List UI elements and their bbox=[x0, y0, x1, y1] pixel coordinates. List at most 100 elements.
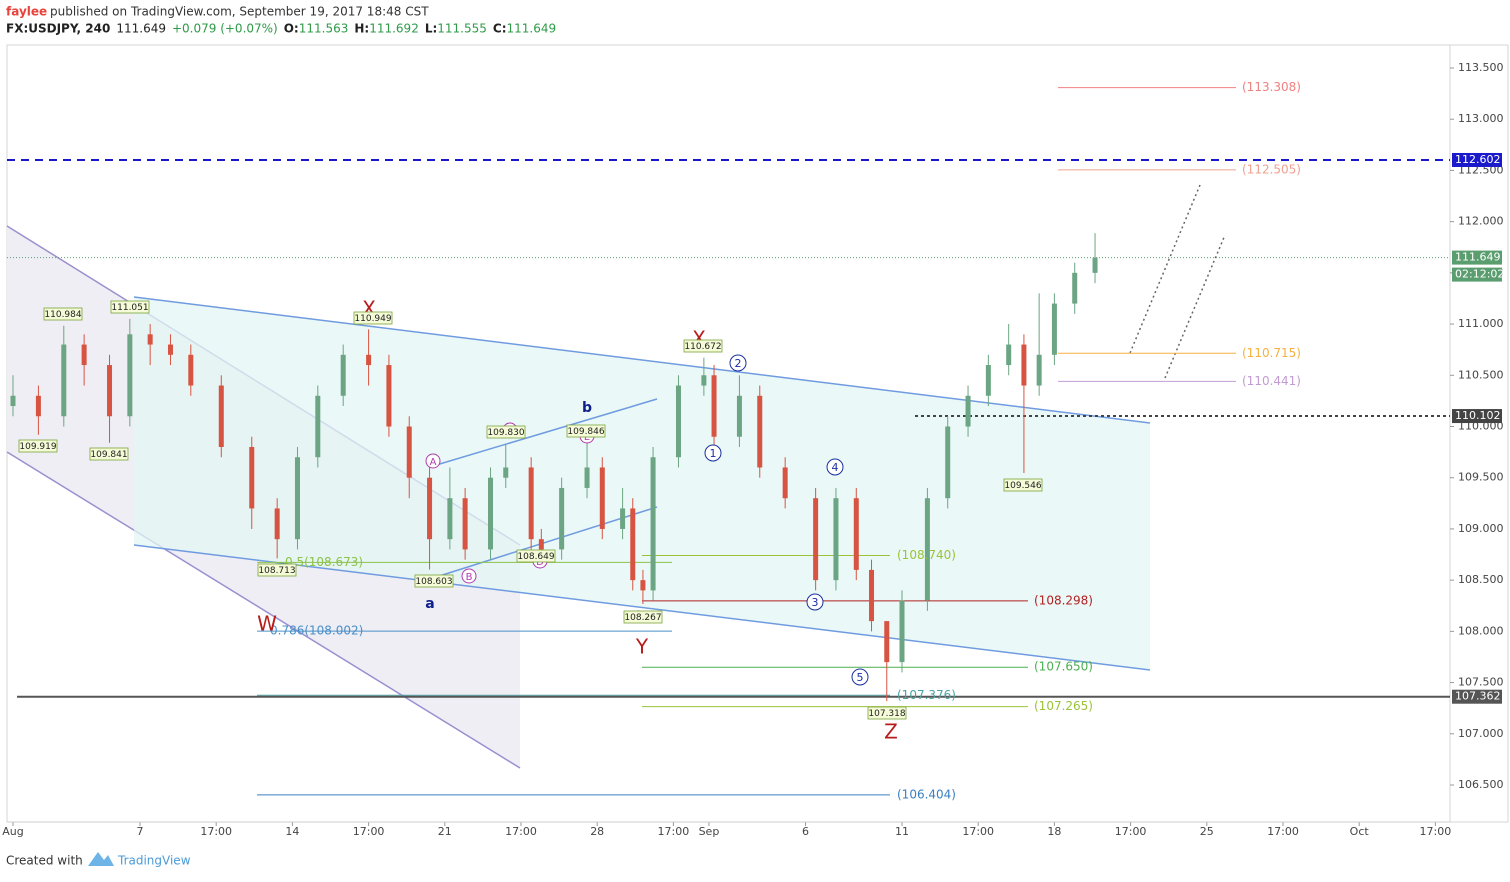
quote-text: O: bbox=[284, 22, 299, 36]
candles bbox=[10, 233, 1098, 702]
candle-body bbox=[650, 457, 656, 591]
level-label: (110.715) bbox=[1242, 346, 1301, 360]
price-badge-text: 112.602 bbox=[1455, 153, 1501, 166]
price-badge-text: 111.649 bbox=[1455, 251, 1501, 264]
subwave-label: b bbox=[582, 400, 592, 416]
x-tick-label: 17:00 bbox=[505, 825, 537, 838]
x-tick-label: 28 bbox=[590, 825, 604, 838]
triangle-label: B bbox=[466, 572, 473, 583]
impulse-label: 5 bbox=[857, 671, 864, 684]
candle-body bbox=[899, 600, 905, 663]
y-tick-label: 107.500 bbox=[1458, 676, 1504, 689]
triangle-label: A bbox=[430, 457, 437, 468]
price-mark: 107.318 bbox=[868, 709, 905, 719]
impulse-circle bbox=[806, 593, 824, 611]
candle-body bbox=[488, 477, 494, 550]
price-mark: 110.949 bbox=[354, 314, 391, 324]
price-badge bbox=[1452, 689, 1502, 704]
level-label: 0.5(108.673) bbox=[285, 555, 363, 569]
quote-text: 111.555 bbox=[437, 22, 487, 36]
price-mark-box bbox=[353, 311, 393, 325]
price-mark-box bbox=[18, 439, 58, 453]
x-tick-label: 18 bbox=[1047, 825, 1061, 838]
price-badge bbox=[1452, 152, 1502, 167]
quote-text: 111.563 bbox=[299, 22, 349, 36]
level-label: (108.740) bbox=[897, 548, 956, 562]
x-tick-label: Sep bbox=[699, 825, 720, 838]
footer-created: Created with bbox=[6, 854, 83, 868]
triangle-label: D bbox=[536, 557, 544, 568]
price-mark-box bbox=[257, 563, 297, 577]
published: published on TradingView.com, September … bbox=[50, 5, 429, 19]
x-tick-label: 17:00 bbox=[962, 825, 994, 838]
y-tick-label: 112.000 bbox=[1458, 215, 1504, 228]
projection bbox=[1129, 184, 1201, 354]
author[interactable]: faylee bbox=[6, 5, 47, 19]
candle-body bbox=[503, 467, 509, 478]
price-mark: 109.846 bbox=[567, 427, 604, 437]
quote-text: FX:USDJPY, 240 bbox=[6, 22, 110, 36]
price-mark-box bbox=[486, 425, 526, 439]
y-tick-label: 106.500 bbox=[1458, 778, 1504, 791]
footer-brand[interactable]: TradingView bbox=[117, 854, 191, 868]
candle-body bbox=[584, 467, 590, 488]
y-tick-label: 109.500 bbox=[1458, 471, 1504, 484]
x-tick-label: 6 bbox=[802, 825, 809, 838]
candle-body bbox=[599, 467, 605, 529]
annotations: 0.5(108.673) 0.786(108.002) (108.740) (108.… bbox=[18, 80, 1301, 801]
x-tick-label: 21 bbox=[438, 825, 452, 838]
candle-body bbox=[427, 477, 433, 540]
candle-body bbox=[924, 498, 930, 601]
price-mark-box bbox=[683, 339, 723, 353]
candle-body bbox=[1072, 272, 1078, 304]
price-mark: 109.830 bbox=[487, 428, 524, 438]
impulse-circle bbox=[826, 458, 844, 476]
candle-body bbox=[1036, 354, 1042, 386]
wave-label: Z bbox=[884, 720, 898, 744]
impulse-circle bbox=[851, 668, 869, 686]
price-mark: 110.672 bbox=[684, 342, 721, 352]
candle-body bbox=[528, 467, 534, 540]
price-mark: 111.051 bbox=[111, 303, 148, 313]
x-tick-label: 17:00 bbox=[353, 825, 385, 838]
triangle-circle bbox=[461, 568, 477, 584]
y-tick-label: 110.500 bbox=[1458, 368, 1504, 381]
level-label: (112.505) bbox=[1242, 162, 1301, 176]
price-mark: 108.713 bbox=[258, 566, 295, 576]
triangle-label: E bbox=[584, 432, 590, 443]
impulse-circle bbox=[729, 354, 747, 372]
layer bbox=[7, 67, 1454, 826]
countdown-badge bbox=[1452, 267, 1502, 282]
y-tick-label: 113.000 bbox=[1458, 112, 1504, 125]
y-tick-label: 109.000 bbox=[1458, 522, 1504, 535]
candle-body bbox=[782, 467, 788, 499]
candle-body bbox=[127, 334, 133, 417]
candle-body bbox=[447, 498, 453, 540]
triangle-circle bbox=[425, 453, 441, 469]
triangle-line bbox=[432, 398, 658, 467]
x-tick-label: 17:00 bbox=[200, 825, 232, 838]
candle-body bbox=[294, 457, 300, 540]
price-mark-box bbox=[414, 574, 454, 588]
price-mark-box bbox=[623, 610, 663, 624]
price-mark-box bbox=[1003, 478, 1043, 492]
candle-body bbox=[249, 446, 255, 509]
candle-body bbox=[1021, 344, 1027, 386]
quote-text: 111.692 bbox=[369, 22, 419, 36]
level-label: (107.265) bbox=[1034, 699, 1093, 713]
candle-body bbox=[10, 395, 16, 407]
level-label: (110.441) bbox=[1242, 374, 1301, 388]
candle-body bbox=[462, 498, 468, 550]
candle-body bbox=[757, 395, 763, 468]
channel-line bbox=[133, 544, 1151, 671]
price-mark-box bbox=[43, 307, 83, 321]
candle-body bbox=[813, 498, 819, 581]
projection bbox=[1164, 234, 1226, 379]
quote-text: H: bbox=[354, 22, 369, 36]
level-label: 0.786(108.002) bbox=[270, 624, 363, 638]
candle-body bbox=[188, 354, 194, 386]
candle-body bbox=[853, 498, 859, 570]
price-mark: 109.546 bbox=[1004, 481, 1041, 491]
quote-text: C: bbox=[493, 22, 507, 36]
